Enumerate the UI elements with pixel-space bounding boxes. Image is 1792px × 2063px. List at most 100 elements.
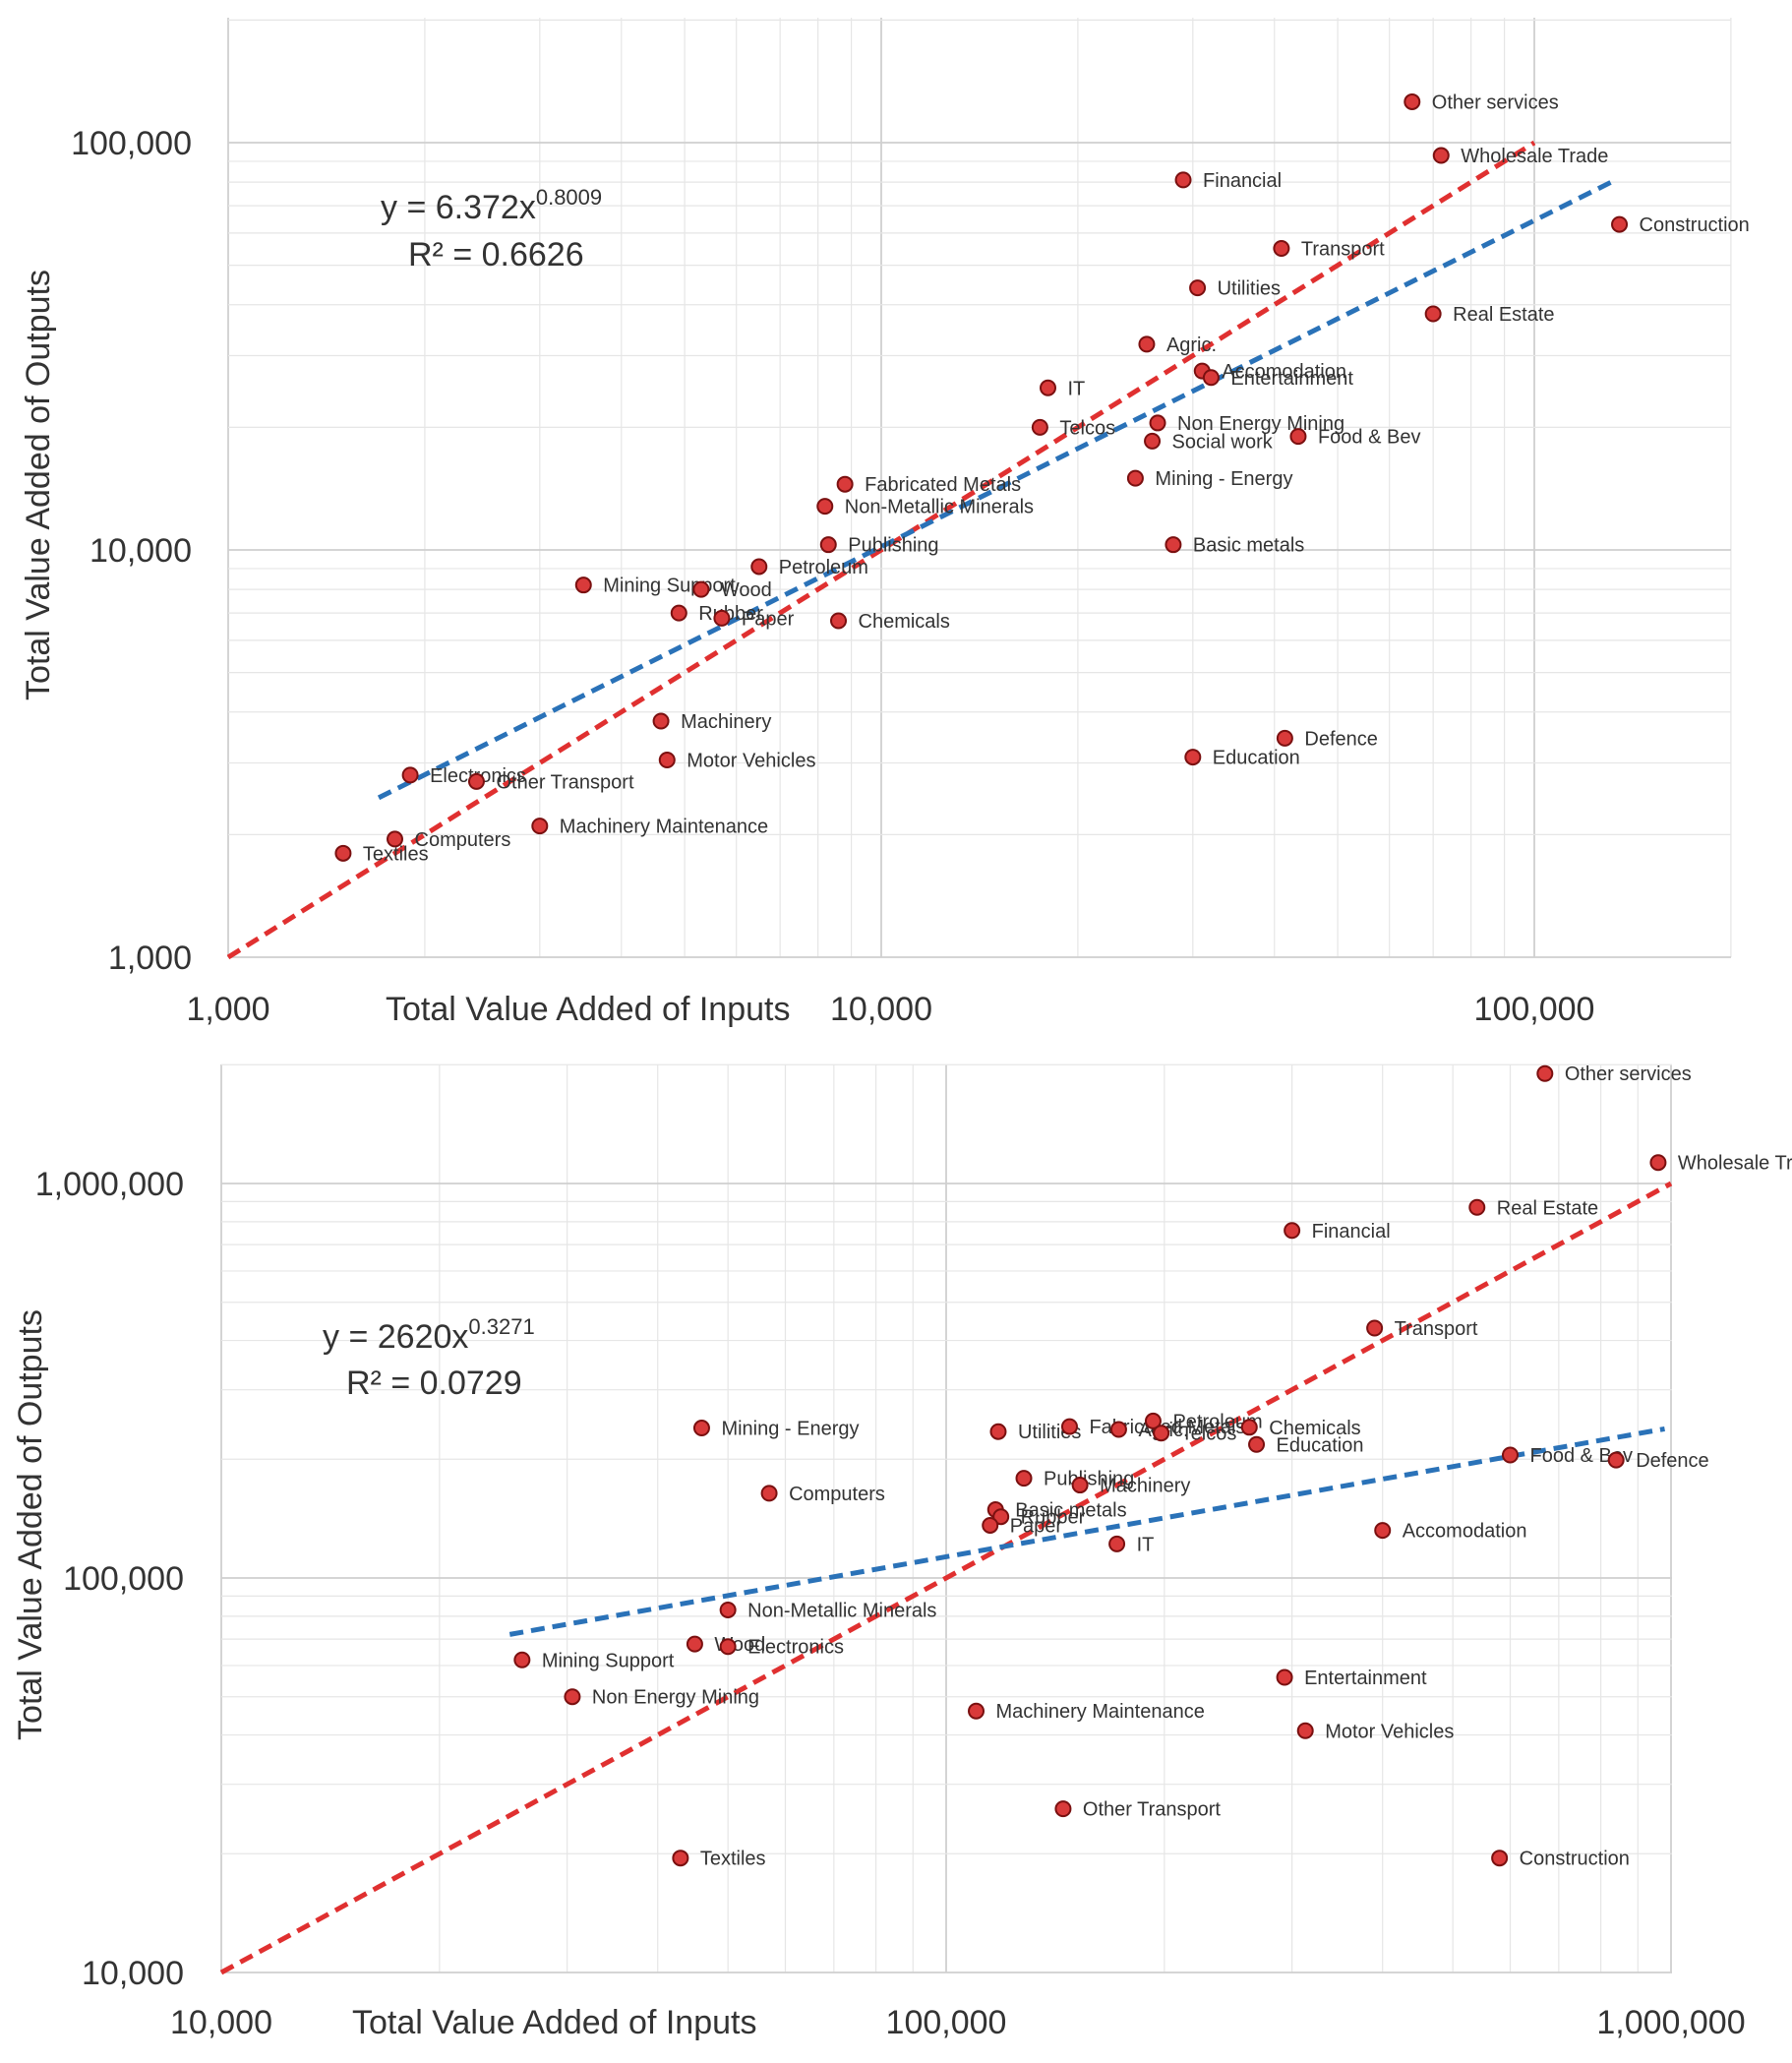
chart-bottom-point-label: Food & Bev — [1529, 1445, 1633, 1467]
chart-top-r-squared: R² = 0.6626 — [408, 236, 584, 273]
chart-top-y-axis-title: Total Value Added of Outputs — [20, 270, 57, 700]
chart-top-point-label: Transport — [1301, 238, 1385, 260]
chart-bottom-point — [1015, 1470, 1033, 1487]
chart-bottom-x-axis-title: Total Value Added of Inputs — [352, 2004, 756, 2041]
chart-bottom-point-label: Electronics — [747, 1637, 844, 1659]
chart-top-point — [1165, 536, 1182, 554]
chart-top-point — [1276, 729, 1293, 747]
chart-top-point-label: Wood — [721, 579, 772, 601]
chart-bottom-point-group: Other Transport — [1054, 1799, 1221, 1821]
chart-top-point — [1149, 414, 1166, 432]
chart-bottom-point-label: Construction — [1520, 1849, 1630, 1870]
chart-top-point-label: Other Transport — [496, 771, 634, 793]
chart-bottom-point-group: Defence — [1607, 1450, 1709, 1472]
chart-top-point-group: Wholesale Trade — [1432, 146, 1608, 167]
chart-top-point — [713, 609, 731, 627]
chart-top-point — [334, 844, 352, 862]
chart-bottom-point-group: Electronics — [719, 1637, 844, 1659]
chart-bottom-point-group: Paper — [982, 1515, 1062, 1537]
chart-bottom-point-label: Mining - Energy — [721, 1419, 859, 1440]
chart-bottom-point-group: Construction — [1491, 1849, 1630, 1870]
chart-top-identity-line — [226, 140, 1536, 960]
chart-bottom-point-group: Non-Metallic Minerals — [719, 1600, 936, 1621]
chart-bottom-point-label: Education — [1277, 1434, 1364, 1456]
chart-top-x-tick-label: 100,000 — [1474, 991, 1595, 1028]
chart-bottom-point-group: Food & Bev — [1501, 1445, 1633, 1467]
chart-bottom-point-label: Rubber — [1021, 1507, 1086, 1529]
chart-bottom-point-label: Non-Metallic Minerals — [747, 1600, 936, 1621]
chart-top-point-label: Non Energy Mining — [1177, 413, 1344, 435]
chart-top-point-group: Transport — [1273, 238, 1385, 260]
chart-bottom-point — [719, 1601, 737, 1618]
chart-top-point — [819, 536, 837, 554]
chart-bottom-point-label: Other services — [1565, 1063, 1692, 1085]
chart-bottom-point-label: Entertainment — [1304, 1668, 1427, 1689]
chart-top-point-label: Fabricated Metals — [865, 474, 1021, 496]
chart-bottom-point-label: Non Energy Mining — [592, 1687, 759, 1709]
chart-top-point-label: Machinery Maintenance — [560, 817, 768, 838]
chart-bottom-point — [1240, 1419, 1258, 1436]
chart-bottom-point-group: Rubber — [992, 1507, 1086, 1529]
chart-top-grid — [227, 18, 1732, 958]
chart-bottom-point-label: Accomodation — [1403, 1521, 1527, 1543]
chart-bottom-trend-line — [508, 1426, 1665, 1637]
chart-top-point-group: Machinery Maintenance — [531, 817, 768, 838]
chart-top-y-tick-label: 10,000 — [90, 532, 192, 570]
chart-top-point-label: Defence — [1304, 728, 1378, 750]
chart-top-points: Other services Wholesale Trade Financial Co… — [334, 91, 1750, 865]
chart-bottom-point — [1054, 1800, 1072, 1818]
chart-bottom-point-group: Machinery — [1071, 1476, 1190, 1497]
chart-top-point-group: Education — [1184, 748, 1300, 769]
chart-top-point-label: Non-Metallic Minerals — [845, 497, 1034, 518]
chart-bottom-point-group: Machinery Maintenance — [968, 1701, 1205, 1723]
chart-top-point — [1040, 379, 1057, 396]
chart-bottom-points: Other services Wholesale Trade Real Estate… — [513, 1063, 1792, 1870]
chart-bottom-x-tick-label: 1,000,000 — [1596, 2004, 1745, 2041]
chart-top-point-label: Real Estate — [1453, 304, 1554, 326]
chart-top-point-label: Telcos — [1059, 417, 1115, 439]
chart-bottom-equation: y = 2620x0.3271 — [323, 1314, 535, 1356]
chart-top-y-tick-label: 1,000 — [108, 940, 192, 977]
chart-top-point-group: Mining Support — [574, 576, 736, 597]
chart-top-point — [574, 576, 592, 594]
chart-bottom-point — [1060, 1418, 1078, 1435]
chart-top-point-label: Publishing — [848, 535, 938, 557]
chart-top-point-label: Entertainment — [1230, 368, 1353, 390]
chart-top-point-label: Mining Support — [603, 576, 736, 597]
chart-top-point-group: Non Energy Mining — [1149, 413, 1344, 435]
chart-bottom-point-group: Mining Support — [513, 1650, 675, 1671]
chart-bottom-point-group: Telcos — [1153, 1424, 1236, 1445]
chart-bottom-point-label: Financial — [1312, 1221, 1391, 1243]
chart-bottom-point-label: Motor Vehicles — [1325, 1721, 1454, 1742]
chart-bottom-x-tick-label: 100,000 — [886, 2004, 1007, 2041]
chart-bottom-point-group: IT — [1108, 1534, 1154, 1555]
chart-bottom-point — [1109, 1421, 1127, 1438]
chart-bottom-point-label: Chemicals — [1269, 1418, 1360, 1439]
chart-bottom-point — [982, 1516, 999, 1534]
chart-top-y-tick-label: 100,000 — [71, 125, 192, 162]
chart-top-point — [1184, 749, 1202, 766]
chart-bottom-point-group: Chemicals — [1240, 1418, 1361, 1439]
chart-top-trend-line — [377, 178, 1615, 801]
chart-bottom-point-group: Financial — [1284, 1221, 1391, 1243]
chart-top-point — [1174, 171, 1192, 189]
chart-bottom-point-label: Transport — [1395, 1318, 1478, 1340]
chart-top-point — [1404, 92, 1421, 110]
chart-top-point — [830, 612, 848, 630]
chart-bottom-point-group: Real Estate — [1468, 1197, 1598, 1219]
chart-top-point-group: Paper — [713, 608, 795, 630]
chart-top-point — [836, 475, 854, 493]
chart-top-point-label: Food & Bev — [1318, 427, 1421, 449]
chart-bottom-point-label: Petroleum — [1172, 1411, 1262, 1432]
chart-bottom-point-group: Petroleum — [1144, 1411, 1263, 1432]
chart-bottom-point — [1153, 1425, 1170, 1442]
chart-bottom-point-group: Education — [1248, 1434, 1364, 1456]
chart-top-point-group: Telcos — [1031, 417, 1115, 439]
chart-top-point-group: Real Estate — [1424, 304, 1555, 326]
chart-top-point-label: Wholesale Trade — [1461, 146, 1608, 167]
chart-top-point — [1289, 428, 1307, 446]
chart-bottom-point-group: Other services — [1536, 1063, 1692, 1085]
chart-top-point — [1432, 147, 1450, 164]
chart-bottom-point — [1248, 1435, 1266, 1453]
chart-bottom-y-tick-label: 100,000 — [63, 1560, 184, 1598]
